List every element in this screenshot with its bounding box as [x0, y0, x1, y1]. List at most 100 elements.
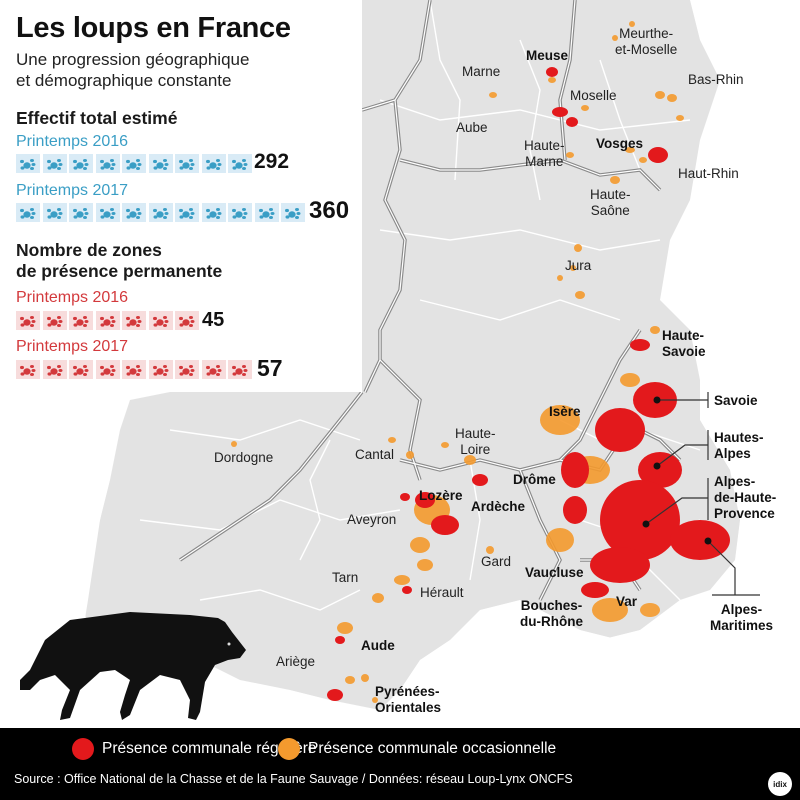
wolf-paw-icon	[281, 203, 305, 222]
wolf-paw-icon	[228, 154, 252, 173]
regular-presence-areas	[327, 67, 730, 701]
wolf-paw-icon	[122, 311, 146, 330]
wolf-paw-icon	[228, 360, 252, 379]
legend-bar: Présence communale régulière Présence co…	[0, 728, 800, 800]
dept-label-bas-rhin: Bas-Rhin	[688, 72, 744, 87]
population-2016-value: 292	[254, 150, 290, 173]
dept-label-alpes-maritimes: Alpes- Maritimes	[710, 602, 774, 633]
wolf-paw-icon	[95, 360, 120, 379]
zones-2016-label: Printemps 2016	[16, 289, 129, 306]
wolf-paw-icon	[175, 360, 199, 379]
dept-label-haut-rhin: Haut-Rhin	[678, 166, 739, 181]
wolf-paw-icon	[16, 154, 40, 173]
dept-label-marne: Marne	[462, 64, 501, 79]
page-title: Les loups en France	[16, 12, 291, 44]
legend-item-regular: Présence communale régulière	[72, 738, 317, 760]
dept-label-aude: Aude	[361, 638, 395, 653]
dept-label-haute-saone: Haute- Saône	[590, 187, 631, 218]
occasional-presence-areas	[231, 21, 684, 703]
dept-label-var: Var	[616, 594, 638, 609]
wolf-paw-icon	[42, 203, 67, 222]
wolf-paw-icon	[16, 203, 40, 222]
legend-label-regular: Présence communale régulière	[102, 740, 317, 757]
france-land	[80, 0, 740, 710]
wolf-silhouette	[20, 612, 246, 720]
france-wolf-map	[0, 0, 800, 728]
zones-2017-pawbar	[16, 360, 252, 379]
wolf-paw-icon	[122, 203, 146, 222]
wolf-paw-icon	[148, 203, 173, 222]
dept-label-dordogne: Dordogne	[214, 450, 274, 465]
dept-label-ariege: Ariège	[276, 654, 316, 669]
wolf-paw-icon	[148, 154, 173, 173]
wolf-paw-icon	[95, 311, 120, 330]
wolf-paw-icon	[16, 311, 40, 330]
wolf-paw-icon	[42, 311, 67, 330]
legend-label-occasional: Présence communale occasionnelle	[308, 740, 557, 757]
dept-label-moselle: Moselle	[570, 88, 617, 103]
dept-label-drome: Drôme	[513, 472, 556, 487]
red-dot-icon	[72, 738, 94, 760]
wolf-paw-icon	[175, 154, 199, 173]
orange-dot-icon	[278, 738, 300, 760]
mediterranean-sea	[400, 570, 800, 728]
dept-label-hautes-alpes: Hautes- Alpes	[714, 430, 764, 461]
zones-2017-label: Printemps 2017	[16, 338, 129, 355]
wolf-paw-icon	[148, 311, 173, 330]
dept-label-herault: Hérault	[420, 585, 464, 600]
atlantic-ocean	[0, 392, 125, 650]
info-panel: Les loups en France Une progression géog…	[0, 0, 362, 392]
wolf-paw-icon	[95, 203, 120, 222]
wolf-paw-icon	[42, 360, 67, 379]
dept-label-meuse: Meuse	[526, 48, 569, 63]
dept-label-gard: Gard	[481, 554, 512, 569]
wolf-paw-icon	[16, 360, 40, 379]
population-2017-pawbar	[16, 203, 305, 222]
wolf-paw-icon	[95, 154, 120, 173]
population-2016-pawbar	[16, 154, 252, 173]
dept-label-cantal: Cantal	[355, 447, 395, 462]
wolf-paw-icon	[228, 203, 252, 222]
zones-2016-pawbar	[16, 311, 199, 330]
wolf-paw-icon	[69, 311, 93, 330]
dept-label-vosges: Vosges	[596, 136, 644, 151]
zones-2017-value: 57	[257, 355, 283, 381]
legend-item-occasional: Présence communale occasionnelle	[278, 738, 556, 760]
dept-label-alpes-de-haute-provence: Alpes- de-Haute- Provence	[714, 474, 777, 521]
wolf-paw-icon	[175, 203, 199, 222]
wolf-paw-icon	[201, 203, 226, 222]
dept-label-savoie: Savoie	[714, 393, 758, 408]
wolf-paw-icon	[69, 360, 93, 379]
wolf-paw-icon	[175, 311, 199, 330]
wolf-paw-icon	[69, 203, 93, 222]
zones-section-title: Nombre de zones de présence permanente	[16, 240, 223, 281]
department-markers	[642, 396, 712, 545]
wolf-paw-icon	[122, 360, 146, 379]
dept-label-aube: Aube	[456, 120, 488, 135]
source-credit: Source : Office National de la Chasse et…	[14, 772, 573, 786]
dept-label-meurthe-et-moselle: Meurthe- et-Moselle	[615, 26, 678, 57]
dept-label-vaucluse: Vaucluse	[525, 565, 584, 580]
dept-label-haute-savoie: Haute- Savoie	[662, 328, 706, 359]
population-2017-label: Printemps 2017	[16, 182, 129, 199]
dept-label-jura: Jura	[565, 258, 592, 273]
population-section-title: Effectif total estimé	[16, 108, 178, 128]
dept-label-haute-marne: Haute- Marne	[524, 138, 565, 169]
dept-label-haute-loire: Haute- Loire	[455, 426, 496, 457]
dept-label-ardeche: Ardèche	[471, 499, 526, 514]
population-2017-value: 360	[309, 197, 350, 224]
page-subtitle: Une progression géographique et démograp…	[16, 50, 250, 90]
wolf-paw-icon	[42, 154, 67, 173]
wolf-paw-icon	[201, 360, 226, 379]
dept-label-pyrenees-orientales: Pyrénées- Orientales	[375, 684, 442, 715]
zones-2016-value: 45	[202, 309, 225, 331]
dept-label-isere: Isère	[549, 404, 581, 419]
wolf-paw-icon	[69, 154, 93, 173]
wolf-paw-icon	[201, 154, 226, 173]
wolf-paw-icon	[148, 360, 173, 379]
wolf-paw-icon	[254, 203, 279, 222]
population-2016-label: Printemps 2016	[16, 133, 129, 150]
dept-label-bouches-du-rhone: Bouches- du-Rhône	[520, 598, 583, 629]
wolf-paw-icon	[122, 154, 146, 173]
dept-label-lozere: Lozère	[419, 488, 463, 503]
